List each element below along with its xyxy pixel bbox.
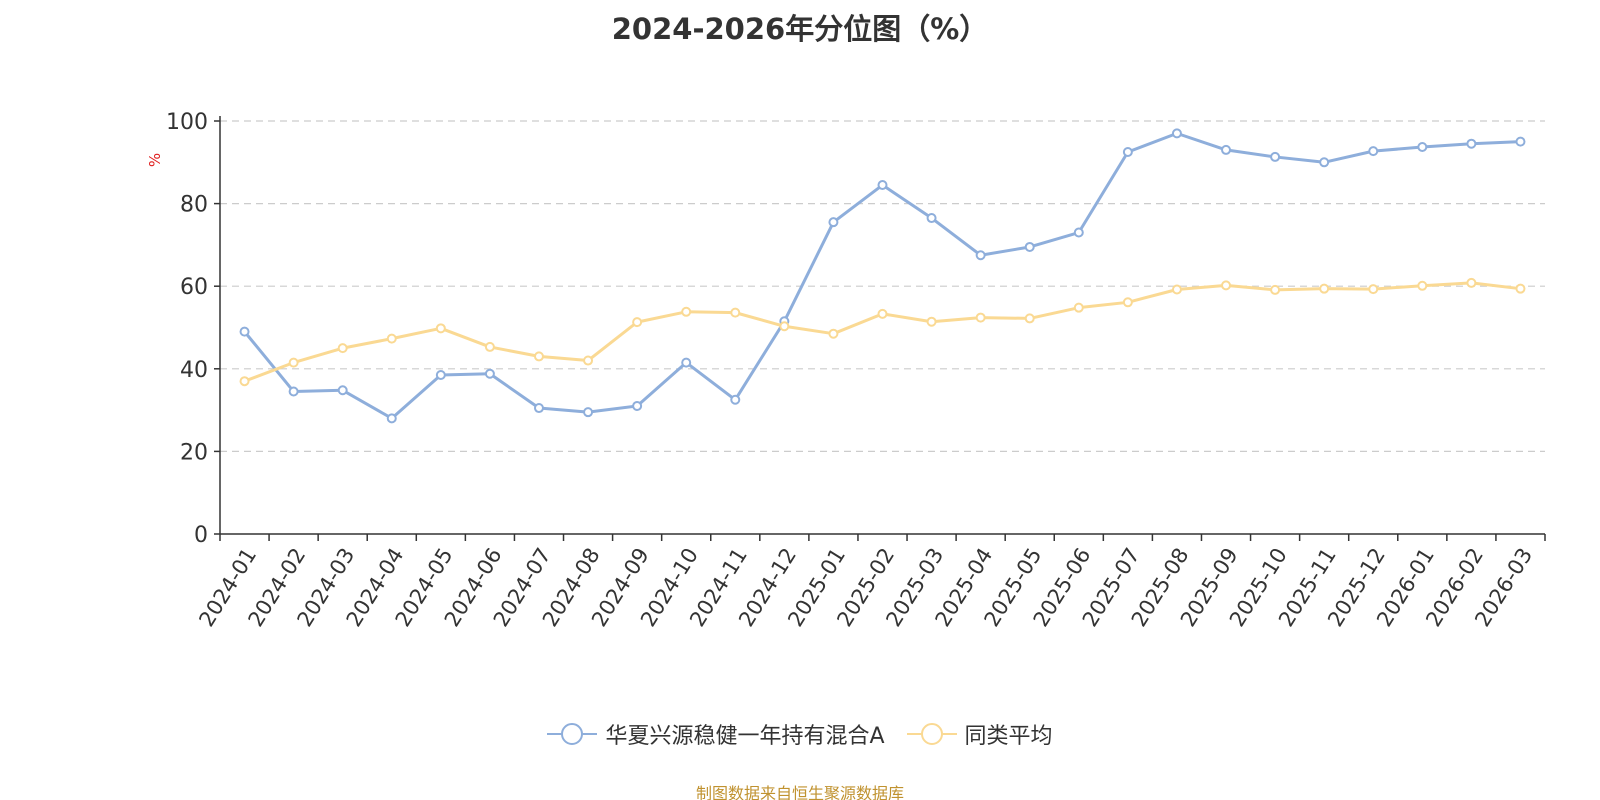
series-1-point-24 <box>1417 280 1428 291</box>
legend: 华夏兴源稳健一年持有混合A 同类平均 <box>0 718 1600 750</box>
series-1-point-4 <box>435 323 446 334</box>
series-1-point-2 <box>337 343 348 354</box>
series-1-point-8 <box>632 317 643 328</box>
source-note: 制图数据来自恒生聚源数据库 <box>695 784 904 800</box>
grid-layer <box>220 120 1545 452</box>
legend-item-series-1[interactable]: 同类平均 <box>906 718 1053 750</box>
series-1-point-15 <box>975 312 986 323</box>
series-1-point-3 <box>386 333 397 344</box>
series-0-point-22 <box>1319 157 1330 168</box>
y-axis-unit-label: % <box>146 153 164 167</box>
series-0-point-19 <box>1171 128 1182 139</box>
legend-label-series-0: 华夏兴源稳健一年持有混合A <box>605 724 885 749</box>
series-0-point-4 <box>435 369 446 380</box>
series-0-point-9 <box>681 357 692 368</box>
series-1-point-21 <box>1270 284 1281 295</box>
series-0-point-18 <box>1122 146 1133 157</box>
series-1-point-19 <box>1171 284 1182 295</box>
series-0-point-8 <box>632 400 643 411</box>
series-0-point-25 <box>1466 138 1477 149</box>
axis-layer: 0204060801002024-012024-022024-032024-04… <box>166 110 1546 631</box>
series-1-point-12 <box>828 328 839 339</box>
series-1-point-1 <box>288 357 299 368</box>
series-1-point-10 <box>730 307 741 318</box>
series-0-point-26 <box>1515 136 1526 147</box>
series-1-point-14 <box>926 316 937 327</box>
series-0-point-24 <box>1417 142 1428 153</box>
series-1-point-22 <box>1319 283 1330 294</box>
series-1-point-18 <box>1122 297 1133 308</box>
series-1-point-9 <box>681 306 692 317</box>
y-tick-label-4: 80 <box>180 193 208 218</box>
series-0-point-5 <box>484 368 495 379</box>
series-0-point-20 <box>1221 144 1232 155</box>
series-0-point-3 <box>386 413 397 424</box>
series-1-point-26 <box>1515 283 1526 294</box>
series-0-point-16 <box>1024 241 1035 252</box>
series-layer <box>239 128 1526 424</box>
series-0-point-2 <box>337 385 348 396</box>
legend-item-series-0[interactable]: 华夏兴源稳健一年持有混合A <box>547 718 885 750</box>
y-tick-label-3: 60 <box>180 275 208 300</box>
series-0-point-6 <box>533 403 544 414</box>
y-tick-label-1: 20 <box>180 440 208 465</box>
series-0-point-14 <box>926 213 937 224</box>
series-0-point-17 <box>1073 227 1084 238</box>
series-1-point-20 <box>1221 280 1232 291</box>
series-1-point-5 <box>484 341 495 352</box>
series-0-point-0 <box>239 326 250 337</box>
series-0-point-1 <box>288 386 299 397</box>
series-1-point-17 <box>1073 302 1084 313</box>
legend-label-series-1: 同类平均 <box>964 724 1053 749</box>
series-1-point-6 <box>533 351 544 362</box>
y-tick-label-0: 0 <box>194 523 208 548</box>
series-1-point-25 <box>1466 277 1477 288</box>
legend-symbol-series-0 <box>547 723 598 745</box>
series-1-point-11 <box>779 321 790 332</box>
series-1-point-7 <box>583 355 594 366</box>
y-tick-label-5: 100 <box>166 110 208 135</box>
series-0-point-13 <box>877 180 888 191</box>
legend-symbol-series-1 <box>906 723 957 745</box>
series-0-point-21 <box>1270 151 1281 162</box>
series-line-1 <box>244 281 1521 383</box>
series-0-point-15 <box>975 250 986 261</box>
chart-title: 2024-2026年分位图（%） <box>611 12 989 46</box>
series-1-point-23 <box>1368 284 1379 295</box>
series-1-point-0 <box>239 376 250 387</box>
series-1-point-13 <box>877 308 888 319</box>
series-1-point-16 <box>1024 313 1035 324</box>
series-0-point-7 <box>583 407 594 418</box>
series-0-point-12 <box>828 217 839 228</box>
series-0-point-23 <box>1368 146 1379 157</box>
series-0-point-10 <box>730 394 741 405</box>
y-tick-label-2: 40 <box>180 358 208 383</box>
